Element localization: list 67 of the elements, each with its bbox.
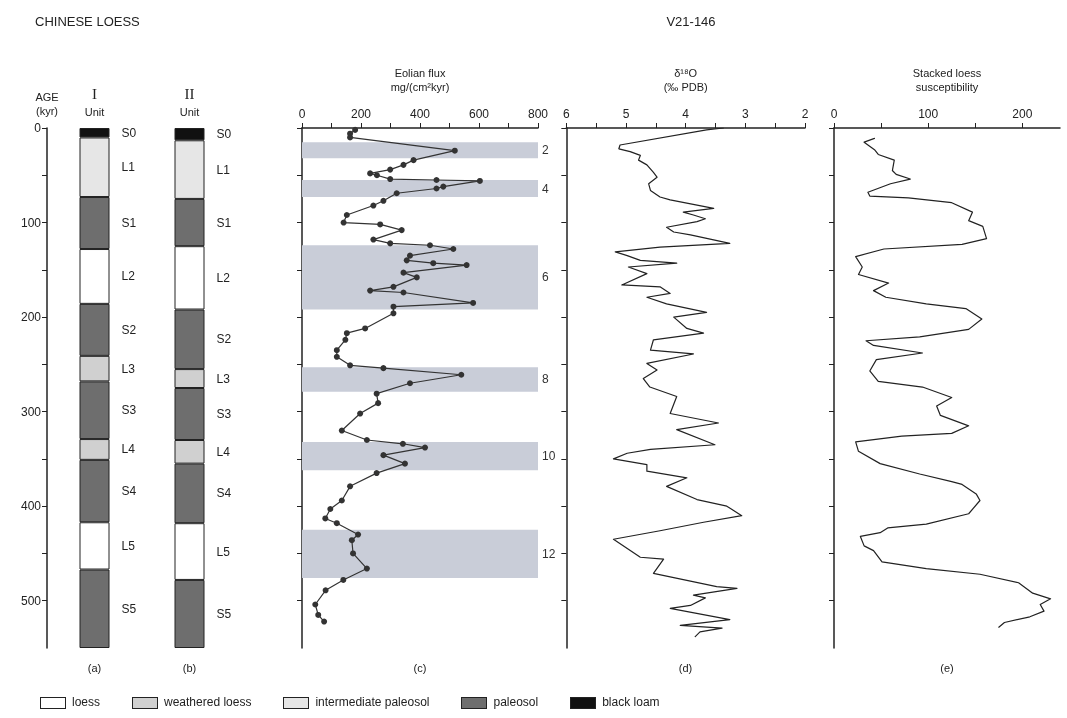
series-label: L5 (121, 538, 136, 553)
x-tick-label: 3 (741, 107, 749, 121)
text: L3 (216, 371, 230, 386)
y-axis-title: AGE (kyr) (35, 91, 59, 117)
x-tick-label: 200 (1012, 107, 1033, 121)
text: S1 (216, 215, 232, 230)
y-tick-label: 0 (34, 121, 42, 135)
text: (a) (87, 661, 102, 674)
series-label: S2 (121, 322, 137, 337)
x-tick-label: 600 (468, 107, 490, 121)
series-label: L3 (121, 361, 136, 376)
series-label: S3 (121, 403, 137, 418)
text: weathered loess (163, 695, 252, 709)
band-label: 2 (542, 143, 549, 158)
text: intermediate paleosol (314, 695, 430, 709)
y-tick-label: 300 (20, 404, 42, 419)
series-label: L1 (121, 160, 136, 175)
text: (d) (678, 661, 693, 674)
band-label: 6 (542, 270, 549, 285)
text: S0 (216, 127, 232, 142)
x-tick-label: 6 (562, 107, 570, 121)
band-label: 10 (542, 449, 556, 464)
y-tick-label: 100 (20, 215, 42, 230)
text: loess (71, 695, 101, 709)
series-label: S4 (121, 484, 137, 499)
series-label: L4 (121, 442, 136, 457)
x-tick-label: 4 (682, 107, 690, 121)
x-tick-label: I (92, 86, 97, 102)
chart-title: V21-146 (666, 14, 716, 29)
y-tick-label: 500 (20, 593, 42, 608)
x-axis-title: Unit (84, 106, 105, 118)
series-label: S0 (121, 125, 137, 140)
y-tick-label: 400 (20, 499, 42, 514)
text: L4 (216, 444, 230, 459)
x-tick-label: 100 (918, 107, 939, 121)
x-tick-label: II (184, 86, 195, 102)
text: S5 (216, 606, 232, 621)
x-tick-label: 200 (350, 107, 372, 121)
x-tick-label: 800 (527, 107, 549, 121)
band-label: 12 (542, 546, 556, 561)
x-tick-label: 5 (622, 107, 630, 121)
text: (b) (182, 661, 197, 674)
x-tick-label: 0 (830, 107, 838, 121)
x-tick-label: 0 (298, 107, 306, 121)
text: L1 (216, 162, 230, 177)
text: Unit (179, 106, 200, 118)
series-label: S1 (121, 216, 137, 231)
text: S4 (216, 486, 232, 501)
band-label: 4 (542, 181, 549, 196)
x-axis-title: Eolian flux mg/(cm²kyr) (390, 67, 450, 93)
text: S2 (216, 332, 232, 347)
x-tick-label: 400 (409, 107, 431, 121)
text: L5 (216, 544, 230, 559)
series-label: L2 (121, 269, 136, 284)
text: paleosol (492, 695, 539, 709)
x-axis-title: Stacked loess susceptibility (912, 67, 982, 93)
series-label: S5 (121, 601, 137, 616)
chart-title: CHINESE LOESS (35, 14, 141, 29)
text: (e) (940, 661, 954, 674)
x-tick-label: 2 (801, 107, 809, 121)
text: L2 (216, 270, 230, 285)
band-label: 8 (542, 372, 549, 387)
text: (c) (413, 661, 427, 674)
text: black loam (601, 695, 660, 709)
text: S3 (216, 407, 232, 421)
x-axis-title: δ¹⁸O (‰ PDB) (663, 67, 708, 93)
y-tick-label: 200 (20, 310, 42, 325)
